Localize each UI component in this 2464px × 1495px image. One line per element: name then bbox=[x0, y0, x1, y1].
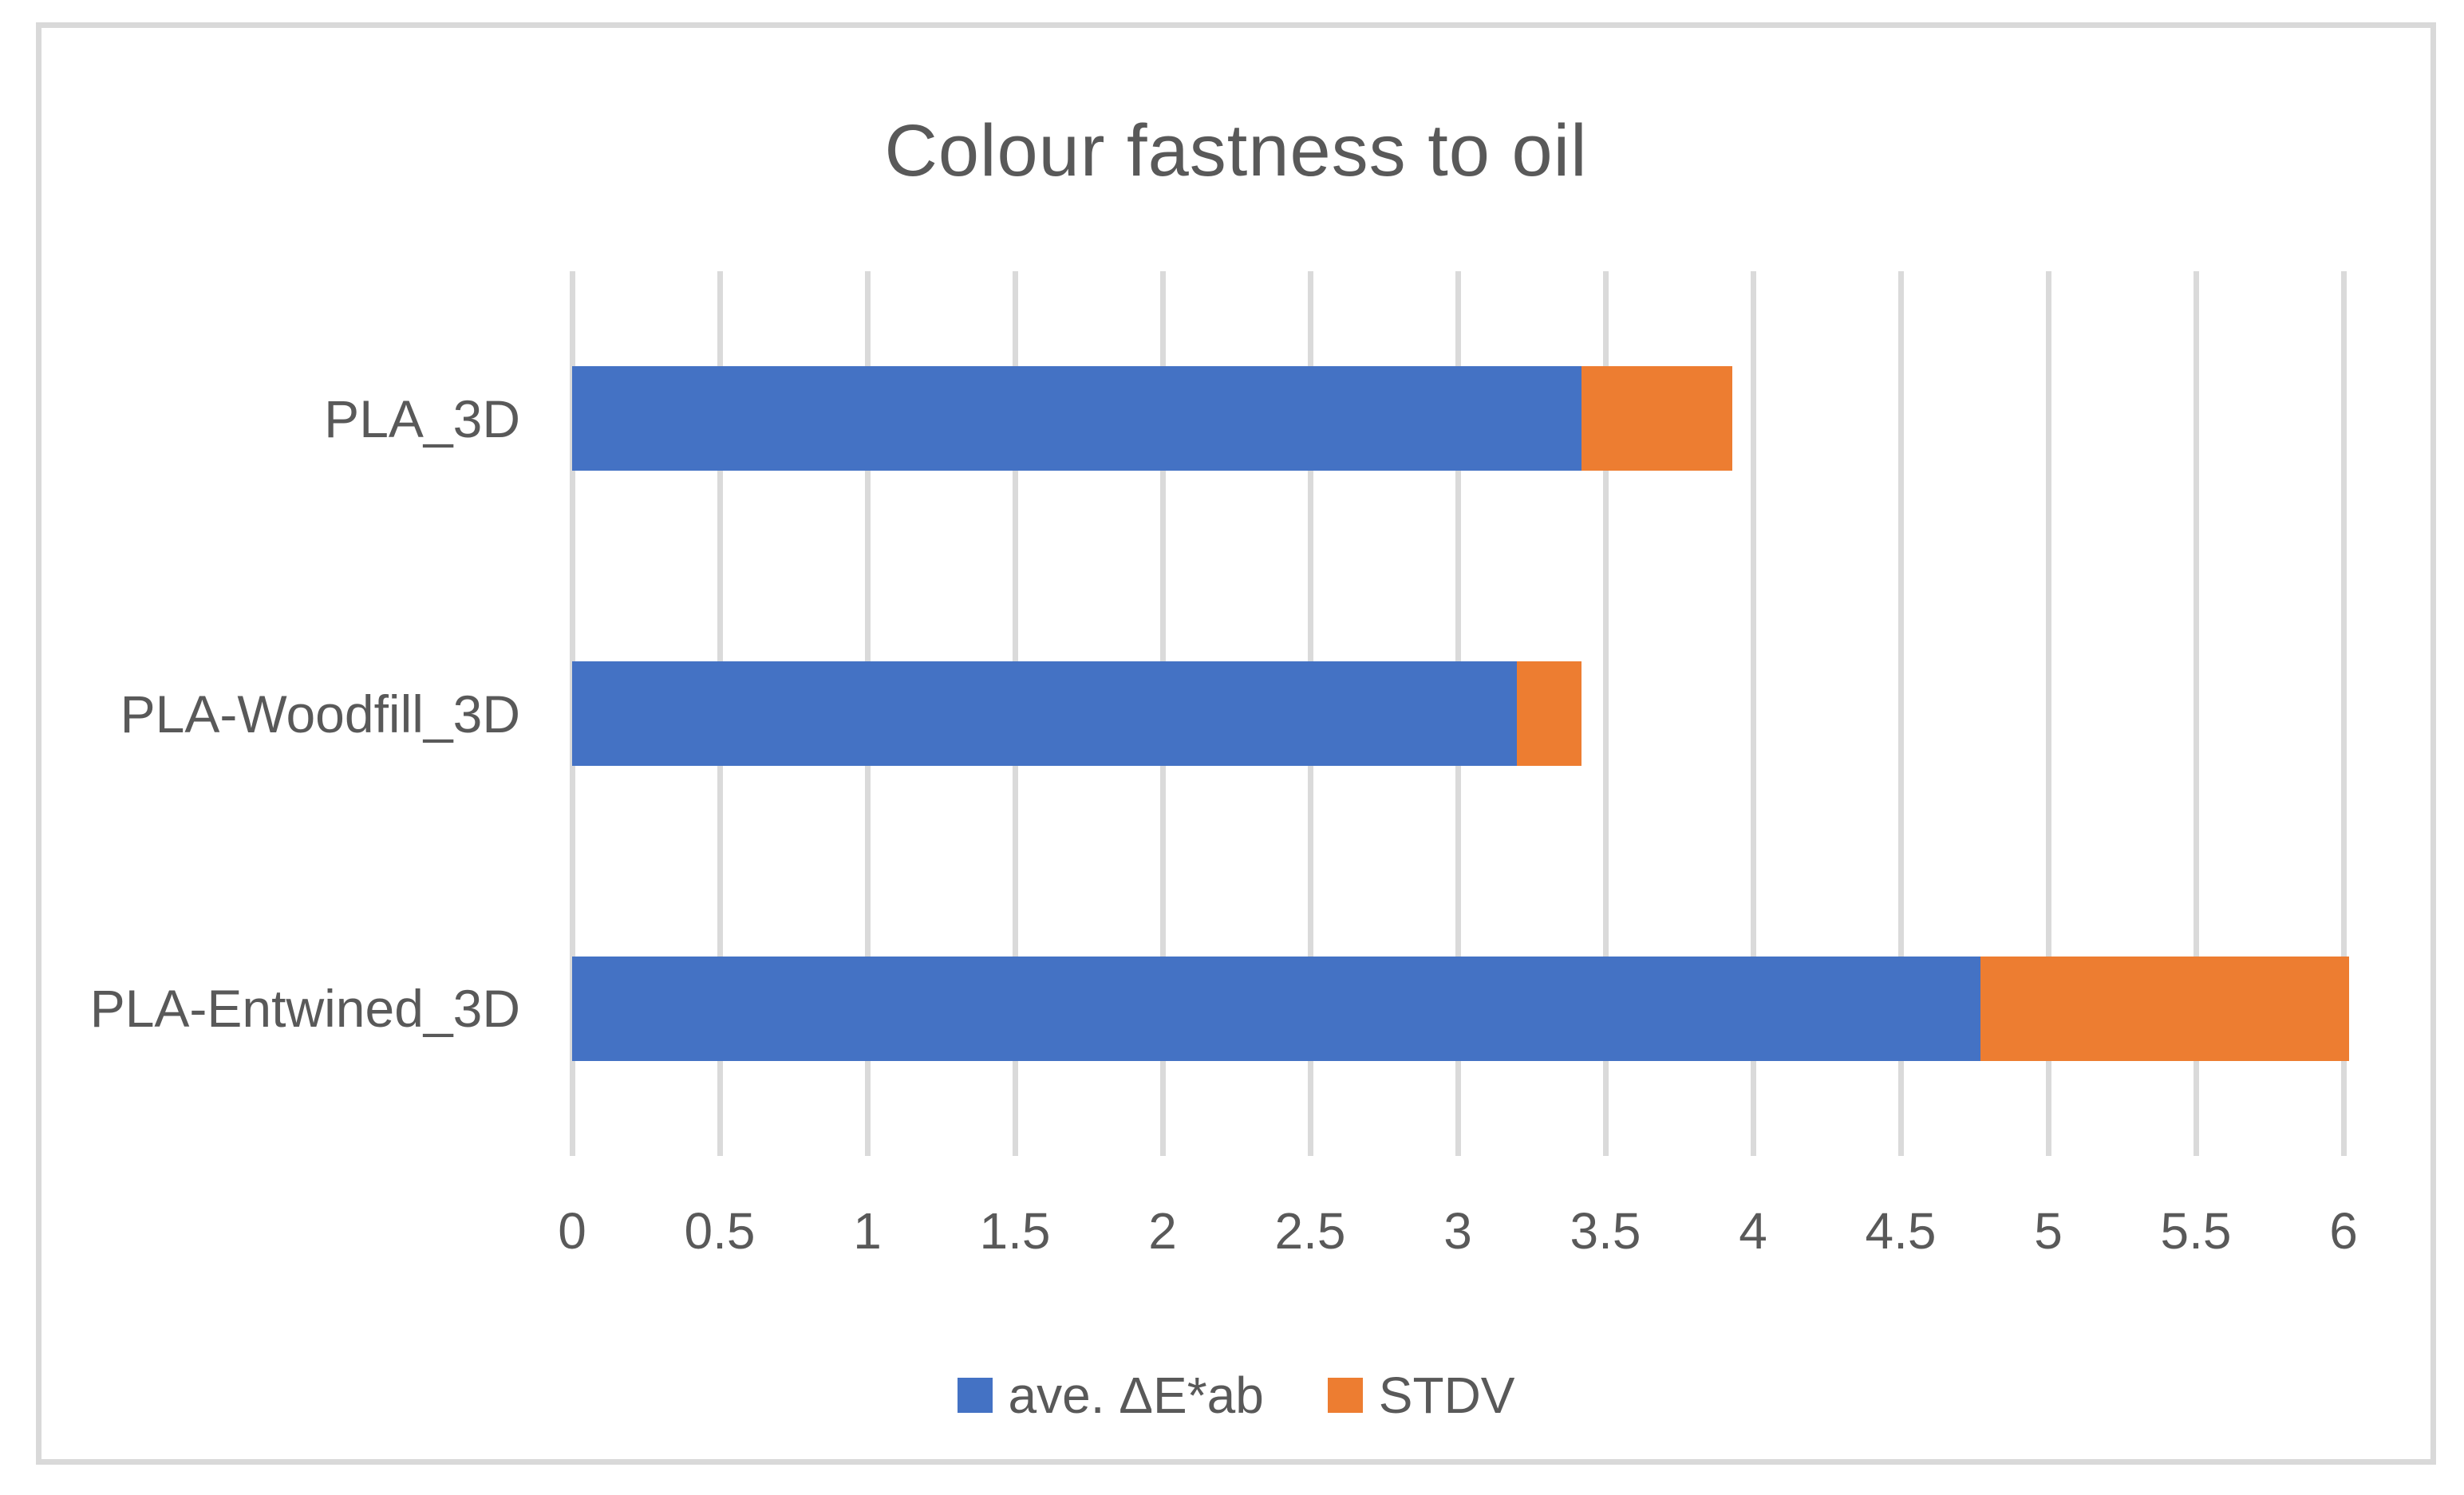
legend-swatch-icon bbox=[1327, 1378, 1363, 1413]
x-axis-tick-label: 3.5 bbox=[1570, 1202, 1641, 1260]
gridline-4.5 bbox=[1898, 271, 1904, 1156]
x-axis-tick-label: 6 bbox=[2329, 1202, 2358, 1260]
chart-legend: ave. ΔE*ab STDV bbox=[41, 1370, 2430, 1421]
bar-segment-PLA_3D-STDV bbox=[1581, 366, 1733, 471]
x-axis-tick-label: 5.5 bbox=[2160, 1202, 2232, 1260]
x-axis-tick-label: 4 bbox=[1739, 1202, 1767, 1260]
gridline-5 bbox=[2046, 271, 2051, 1156]
gridline-5.5 bbox=[2194, 271, 2199, 1156]
legend-swatch-icon bbox=[957, 1378, 993, 1413]
x-axis-tick-label: 1 bbox=[853, 1202, 882, 1260]
bar-segment-PLA_3D-ave. ΔE*ab bbox=[572, 366, 1582, 471]
category-label: PLA-Woodfill_3D bbox=[120, 684, 520, 744]
x-axis-tick-label: 2 bbox=[1148, 1202, 1177, 1260]
chart-border-frame: Colour fastness to oil PLA_3D PLA-Woodfil… bbox=[36, 22, 2436, 1465]
category-label: PLA_3D bbox=[324, 389, 520, 448]
x-axis-tick-label: 0.5 bbox=[684, 1202, 756, 1260]
chart-title: Colour fastness to oil bbox=[884, 110, 1588, 191]
legend-label: STDV bbox=[1378, 1367, 1515, 1424]
bar-segment-PLA-Woodfill_3D-ave. ΔE*ab bbox=[572, 661, 1517, 766]
gridline-3.5 bbox=[1603, 271, 1609, 1156]
legend-item-STDV: STDV bbox=[1327, 1367, 1515, 1424]
gridline-6 bbox=[2341, 271, 2347, 1156]
category-label: PLA-Entwined_3D bbox=[89, 979, 520, 1039]
gridline-4 bbox=[1751, 271, 1756, 1156]
bar-segment-PLA-Entwined_3D-ave. ΔE*ab bbox=[572, 956, 1980, 1061]
x-axis-tick-label: 0 bbox=[558, 1202, 586, 1260]
x-axis-tick-label: 4.5 bbox=[1865, 1202, 1937, 1260]
x-axis-tick-label: 5 bbox=[2034, 1202, 2063, 1260]
bar-segment-PLA-Entwined_3D-STDV bbox=[1980, 956, 2350, 1061]
legend-label: ave. ΔE*ab bbox=[1008, 1367, 1264, 1424]
x-axis-tick-label: 1.5 bbox=[979, 1202, 1051, 1260]
x-axis-tick-label: 3 bbox=[1443, 1202, 1472, 1260]
legend-item-ave. ΔE*ab: ave. ΔE*ab bbox=[957, 1367, 1264, 1424]
x-axis-tick-label: 2.5 bbox=[1274, 1202, 1346, 1260]
bar-segment-PLA-Woodfill_3D-STDV bbox=[1517, 661, 1582, 766]
